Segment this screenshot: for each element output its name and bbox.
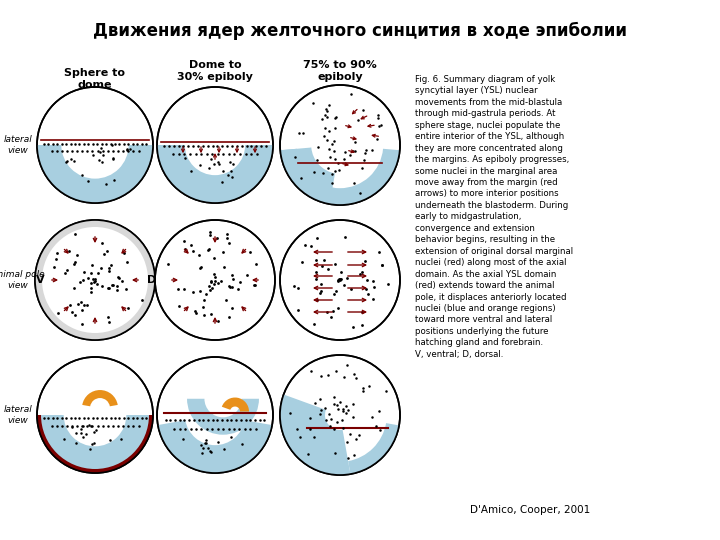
Circle shape bbox=[155, 220, 275, 340]
Circle shape bbox=[280, 220, 400, 340]
Circle shape bbox=[280, 355, 400, 475]
Wedge shape bbox=[222, 397, 249, 411]
Text: D: D bbox=[148, 275, 157, 285]
Circle shape bbox=[280, 85, 400, 205]
Wedge shape bbox=[82, 390, 118, 406]
Circle shape bbox=[157, 357, 273, 473]
Wedge shape bbox=[37, 415, 153, 473]
Wedge shape bbox=[280, 147, 335, 204]
Wedge shape bbox=[348, 423, 399, 474]
Wedge shape bbox=[35, 220, 155, 340]
Circle shape bbox=[157, 87, 273, 203]
Wedge shape bbox=[157, 145, 273, 203]
Circle shape bbox=[37, 87, 153, 203]
Text: lateral
view: lateral view bbox=[4, 135, 32, 155]
Text: D'Amico, Cooper, 2001: D'Amico, Cooper, 2001 bbox=[470, 505, 590, 515]
Text: Sphere to
dome: Sphere to dome bbox=[65, 68, 125, 90]
Text: Dome to
30% epiboly: Dome to 30% epiboly bbox=[177, 60, 253, 82]
Wedge shape bbox=[37, 145, 153, 203]
Text: Движения ядер желточного синцития в ходе эпиболии: Движения ядер желточного синцития в ходе… bbox=[93, 22, 627, 40]
Circle shape bbox=[35, 220, 155, 340]
Text: Fig. 6. Summary diagram of yolk
syncytial layer (YSL) nuclear
movements from the: Fig. 6. Summary diagram of yolk syncytia… bbox=[415, 75, 573, 359]
Wedge shape bbox=[37, 415, 153, 473]
Text: lateral
view: lateral view bbox=[4, 405, 32, 425]
Circle shape bbox=[37, 357, 153, 473]
Wedge shape bbox=[280, 395, 351, 475]
Wedge shape bbox=[187, 399, 259, 435]
Text: 75% to 90%
epiboly: 75% to 90% epiboly bbox=[303, 60, 377, 82]
Wedge shape bbox=[158, 420, 272, 473]
Text: animal pole
view: animal pole view bbox=[0, 270, 45, 290]
Text: V: V bbox=[36, 275, 45, 285]
Wedge shape bbox=[280, 148, 400, 205]
